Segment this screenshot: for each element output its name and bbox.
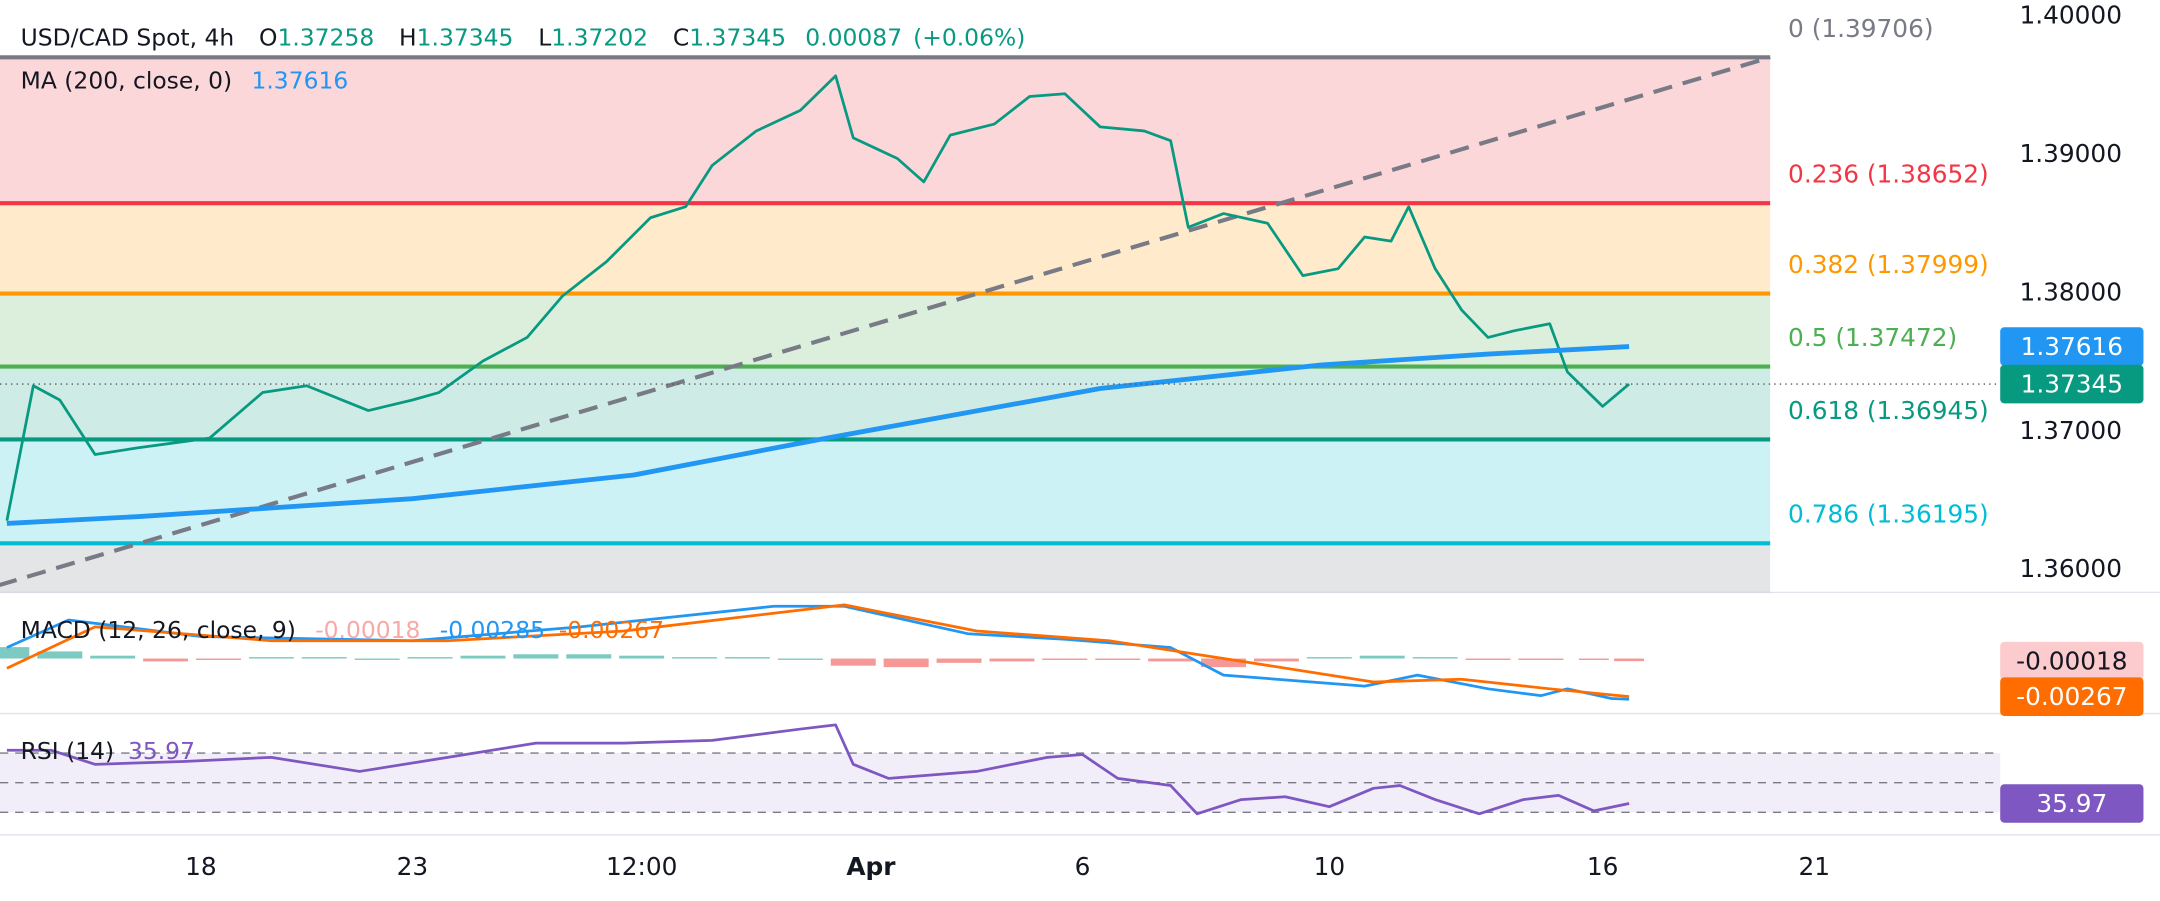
header-field: -0.00285 [440, 615, 545, 643]
histogram-bar [883, 658, 929, 668]
histogram-bar [777, 658, 823, 660]
histogram-bar [1359, 655, 1405, 659]
header: MACD (12, 26, close, 9) -0.00018 -0.00285-… [21, 615, 664, 643]
histogram-bar [1412, 657, 1458, 659]
histogram-bar [1042, 658, 1088, 660]
header-field: L [538, 23, 551, 51]
fib-label: 0.382 (1.37999) [1788, 250, 1989, 279]
histogram-bar [1614, 658, 1645, 662]
fib-label: 0.5 (1.37472) [1788, 323, 1957, 352]
histogram-value-box [2000, 641, 2144, 681]
histogram-bar [37, 651, 83, 659]
histogram-bar [989, 658, 1035, 662]
ma-value-box [2000, 327, 2144, 366]
fib-label: 0 (1.39706) [1788, 14, 1933, 43]
fib-band [0, 57, 1771, 204]
histogram-bar [90, 655, 136, 659]
histogram-bar [143, 658, 189, 662]
header-field: (+0.06%) [913, 23, 1025, 51]
header-field: 1.37345 [689, 23, 786, 51]
y-tick-label: 1.38000 [2019, 277, 2121, 306]
histogram-bar [513, 654, 559, 659]
histogram-bar [936, 658, 982, 663]
histogram-bar [1201, 658, 1247, 668]
histogram-bar [407, 657, 453, 659]
x-tick-label: 18 [185, 852, 217, 881]
histogram-bar [195, 658, 241, 660]
ma-value-label: 1.37616 [2021, 332, 2123, 361]
header-field: 1.37258 [277, 23, 374, 51]
histogram-bar [566, 654, 612, 659]
histogram-bar [1518, 658, 1564, 660]
y-tick-label: 1.40000 [2019, 1, 2121, 30]
x-tick-label: 16 [1587, 852, 1619, 881]
histogram-bar [1465, 658, 1511, 660]
header: RSI (14) 35.97 [21, 737, 195, 765]
histogram-bar [619, 655, 665, 659]
histogram-bar [460, 655, 506, 659]
signal-value-box [2000, 677, 2144, 716]
plots [0, 55, 2160, 836]
header-field: RSI (14) [21, 737, 115, 765]
rsi-value-label: 35.97 [2036, 789, 2107, 818]
fib-label: 0.236 (1.38652) [1788, 160, 1989, 189]
y-tick-label: 1.37000 [2019, 416, 2121, 445]
last-price-box [2000, 364, 2144, 404]
overlay: 0 (1.39706) 0.236 (1.38652) 0.382 (1.37999… [21, 1, 2144, 881]
header-field: 0.00087 [805, 23, 902, 51]
histogram-bar [1253, 658, 1299, 662]
macd-line [6, 603, 1630, 699]
x-tick-label: 23 [397, 852, 429, 881]
header-field: O [259, 23, 277, 51]
fib-band [0, 203, 1771, 294]
x-tick-label: Apr [846, 852, 896, 881]
fib-band [0, 543, 1771, 593]
header-field: H [399, 23, 417, 51]
histogram-bar [248, 657, 294, 659]
header-field: 1.37616 [251, 66, 348, 94]
rsi-value-box [2000, 784, 2144, 823]
histogram-bar [301, 657, 347, 659]
header-field: MA (200, close, 0) [21, 66, 233, 94]
x-tick-label: 10 [1314, 852, 1346, 881]
header-field: 1.37202 [551, 23, 648, 51]
histogram-bar [1578, 658, 1609, 660]
histogram-value-label: -0.00018 [2016, 646, 2127, 675]
histogram-bar [672, 657, 718, 659]
header-field: C [673, 23, 689, 51]
x-tick-label: 6 [1075, 852, 1091, 881]
x-tick-label: 12:00 [606, 852, 677, 881]
panel [0, 55, 2001, 593]
header-field: MACD (12, 26, close, 9) [21, 615, 296, 643]
series-line [6, 344, 1630, 526]
header: MA (200, close, 0) 1.37616 [21, 66, 349, 94]
header-field: -0.00267 [559, 615, 664, 643]
series-line [6, 723, 1630, 816]
panel [0, 603, 1645, 701]
header-field: 1.37345 [417, 23, 514, 51]
histogram-bar [724, 657, 770, 659]
histogram-bar [1148, 658, 1194, 662]
histogram-bar [0, 647, 30, 659]
header-field: 35.97 [128, 737, 195, 765]
panel [0, 723, 2001, 816]
fib-band [0, 439, 1771, 544]
fib-label: 0.618 (1.36945) [1788, 396, 1989, 425]
trend-line [0, 55, 1771, 588]
y-tick-label: 1.36000 [2019, 554, 2121, 583]
series-line [5, 74, 1630, 521]
y-tick-label: 1.39000 [2019, 139, 2121, 168]
histogram-bar [1095, 658, 1141, 660]
histogram-bar [354, 658, 400, 660]
last-price-label: 1.37345 [2021, 369, 2123, 398]
x-tick-label: 21 [1798, 852, 1830, 881]
histogram-bar [1306, 657, 1352, 659]
header: USD/CAD Spot, 4h O1.37258 H1.37345 L1.37202… [21, 23, 1026, 51]
signal-value-label: -0.00267 [2016, 682, 2127, 711]
header-field: USD/CAD Spot, 4h [21, 23, 235, 51]
histogram-bar [830, 658, 876, 666]
header-field: -0.00018 [315, 615, 420, 643]
fib-label: 0.786 (1.36195) [1788, 500, 1989, 529]
